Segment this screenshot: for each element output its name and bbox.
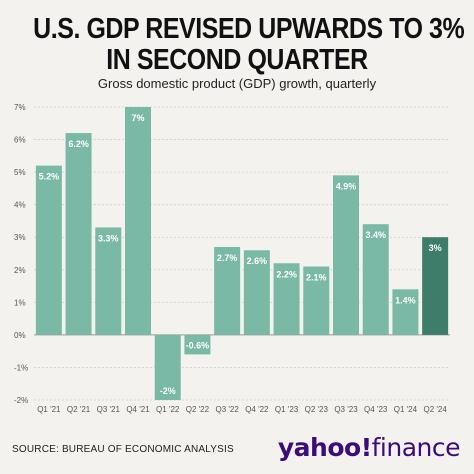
bar (392, 289, 419, 335)
yahoo-finance-logo: yahoo!finance (277, 433, 461, 462)
bar (243, 250, 270, 335)
x-tick-label: Q4 '21 (126, 405, 150, 414)
data-label: 4.9% (336, 181, 357, 191)
x-tick-label: Q2 '24 (423, 405, 447, 414)
chart-title-line-1: U.S. GDP REVISED UPWARDS TO 3% (33, 13, 465, 45)
x-tick-label: Q4 '23 (364, 405, 388, 414)
data-label: 7% (131, 113, 144, 123)
data-label: 3.3% (98, 233, 119, 243)
bar (422, 237, 449, 335)
bar (303, 266, 330, 335)
bar (333, 175, 359, 335)
x-tick-label: Q4 '22 (245, 405, 269, 414)
bar (154, 334, 181, 400)
data-label: 6.2% (68, 139, 89, 149)
bar (35, 165, 62, 335)
y-tick-label: 5% (14, 168, 26, 177)
x-tick-label: Q3 '21 (97, 405, 121, 414)
chart-title-line-2: IN SECOND QUARTER (106, 44, 368, 76)
y-tick-label: 1% (14, 298, 26, 307)
data-label: -2% (160, 386, 176, 396)
bar (125, 107, 151, 335)
x-tick-label: Q3 '22 (215, 405, 239, 414)
y-tick-label: -1% (14, 363, 28, 372)
data-label: 3.4% (365, 230, 386, 240)
y-tick-label: 7% (14, 103, 26, 112)
y-tick-label: 6% (14, 136, 26, 145)
data-label: 2.2% (276, 269, 297, 279)
bar (95, 227, 122, 335)
y-tick-label: 4% (14, 201, 26, 210)
bar (362, 224, 389, 335)
bar (214, 246, 241, 335)
x-tick-label: Q2 '21 (67, 405, 91, 414)
y-tick-label: -2% (14, 396, 28, 405)
y-tick-label: 2% (14, 266, 26, 275)
data-label: 5.2% (39, 172, 60, 182)
chart-subtitle: Gross domestic product (GDP) growth, qua… (97, 76, 377, 91)
data-label: 2.1% (306, 273, 327, 283)
source-note: SOURCE: BUREAU OF ECONOMIC ANALYSIS (12, 444, 234, 455)
x-tick-label: Q2 '22 (186, 405, 210, 414)
bar (65, 133, 92, 335)
x-tick-label: Q2 '23 (305, 405, 329, 414)
x-tick-label: Q1 '21 (37, 405, 61, 414)
chart-title: U.S. GDP REVISED UPWARDS TO 3% IN SECOND… (33, 13, 465, 76)
bar (184, 334, 211, 355)
data-label: -0.6% (186, 340, 210, 350)
x-tick-label: Q1 '24 (394, 405, 418, 414)
data-label: 1.4% (395, 295, 416, 305)
x-tick-label: Q3 '23 (334, 405, 358, 414)
data-label: 3% (429, 243, 442, 253)
data-label: 2.6% (247, 256, 268, 266)
data-label: 2.7% (217, 253, 238, 263)
y-tick-label: 0% (14, 331, 26, 340)
x-tick-label: Q1 '22 (156, 405, 180, 414)
x-tick-label: Q1 '23 (275, 405, 299, 414)
y-tick-label: 3% (14, 233, 26, 242)
bar (273, 263, 300, 335)
